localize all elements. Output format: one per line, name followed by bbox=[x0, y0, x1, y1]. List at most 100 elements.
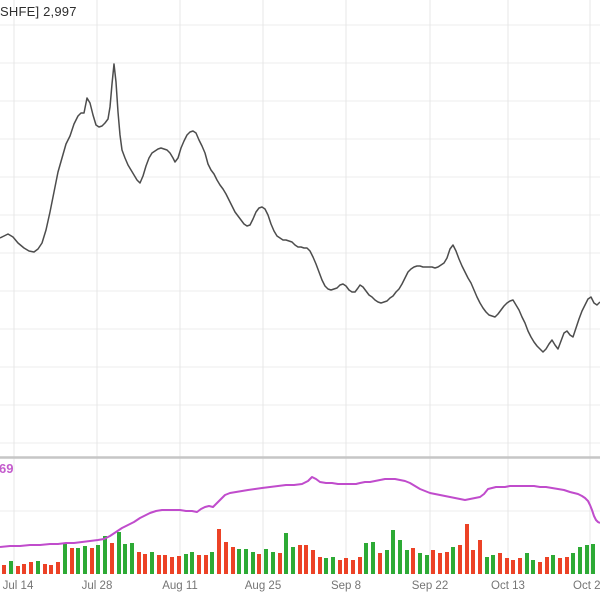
volume-bar-down bbox=[558, 558, 562, 574]
volume-bar-down bbox=[43, 564, 47, 574]
volume-bar-down bbox=[318, 557, 322, 574]
x-axis-label: Sep 22 bbox=[412, 580, 448, 592]
volume-bar-up bbox=[451, 547, 455, 574]
volume-bar-down bbox=[298, 545, 302, 574]
volume-bar-down bbox=[478, 540, 482, 574]
volume-bar-up bbox=[190, 552, 194, 574]
volume-bar-up bbox=[485, 557, 489, 574]
volume-bar-down bbox=[344, 558, 348, 574]
volume-bar-up bbox=[63, 544, 67, 574]
x-axis-label: Jul 14 bbox=[3, 580, 34, 592]
volume-bar-up bbox=[585, 545, 589, 574]
volume-bar-down bbox=[445, 552, 449, 574]
volume-bar-up bbox=[237, 549, 241, 574]
volume-bar-down bbox=[538, 562, 542, 574]
volume-bar-down bbox=[29, 562, 33, 574]
volume-bar-up bbox=[324, 558, 328, 574]
volume-bar-up bbox=[398, 540, 402, 574]
volume-bar-down bbox=[311, 550, 315, 574]
volume-bar-up bbox=[578, 547, 582, 574]
volume-bar-down bbox=[163, 555, 167, 574]
volume-bar-down bbox=[16, 566, 20, 574]
volume-bar-up bbox=[251, 552, 255, 574]
volume-bar-up bbox=[291, 547, 295, 574]
volume-bar-down bbox=[90, 548, 94, 574]
volume-bar-down bbox=[351, 560, 355, 574]
volume-bar-up bbox=[551, 555, 555, 574]
volume-bar-up bbox=[385, 550, 389, 574]
volume-bar-up bbox=[76, 548, 80, 574]
volume-bar-down bbox=[278, 553, 282, 574]
volume-bar-down bbox=[170, 557, 174, 574]
volume-bar-up bbox=[103, 536, 107, 574]
volume-bar-down bbox=[110, 543, 114, 574]
volume-bar-up bbox=[591, 544, 595, 574]
volume-bar-up bbox=[571, 553, 575, 574]
volume-bar-down bbox=[49, 565, 53, 574]
volume-bar-down bbox=[217, 529, 221, 574]
volume-bar-down bbox=[157, 555, 161, 574]
volume-bar-down bbox=[545, 557, 549, 574]
volume-bar-up bbox=[117, 532, 121, 574]
volume-bar-down bbox=[2, 565, 6, 574]
volume-bar-down bbox=[465, 524, 469, 574]
volume-bar-up bbox=[36, 561, 40, 574]
open-interest-value-label: 69 bbox=[0, 461, 14, 476]
volume-bar-down bbox=[518, 558, 522, 574]
volume-bar-down bbox=[438, 553, 442, 574]
volume-bar-down bbox=[378, 553, 382, 574]
x-axis-label: Jul 28 bbox=[82, 580, 113, 592]
volume-bar-down bbox=[143, 554, 147, 574]
volume-bar-down bbox=[471, 550, 475, 574]
x-axis-label: Oct 13 bbox=[491, 580, 525, 592]
volume-bar-down bbox=[338, 560, 342, 574]
volume-bar-down bbox=[231, 547, 235, 574]
volume-bar-up bbox=[491, 555, 495, 574]
volume-bar-up bbox=[331, 557, 335, 574]
symbol-price-label: SHFE] 2,997 bbox=[0, 4, 77, 19]
volume-bar-up bbox=[418, 553, 422, 574]
volume-bar-up bbox=[150, 552, 154, 574]
volume-bar-up bbox=[405, 550, 409, 574]
volume-bar-up bbox=[123, 544, 127, 574]
volume-bar-down bbox=[411, 548, 415, 574]
volume-bar-up bbox=[184, 554, 188, 574]
volume-bar-up bbox=[364, 543, 368, 574]
volume-bar-down bbox=[498, 553, 502, 574]
volume-bar-up bbox=[425, 555, 429, 574]
volume-bar-up bbox=[130, 543, 134, 574]
volume-bar-down bbox=[70, 548, 74, 574]
volume-bar-down bbox=[458, 545, 462, 574]
volume-bar-down bbox=[204, 555, 208, 574]
x-axis-label: Aug 25 bbox=[245, 580, 281, 592]
volume-bar-up bbox=[284, 533, 288, 574]
volume-bar-down bbox=[197, 555, 201, 574]
volume-bar-down bbox=[56, 562, 60, 574]
volume-bar-down bbox=[511, 560, 515, 574]
volume-bar-up bbox=[83, 546, 87, 574]
volume-bar-down bbox=[358, 557, 362, 574]
volume-bar-up bbox=[9, 561, 13, 574]
volume-bar-down bbox=[304, 545, 308, 574]
x-axis-label: Sep 8 bbox=[331, 580, 361, 592]
volume-bar-up bbox=[525, 553, 529, 574]
volume-bar-down bbox=[177, 556, 181, 574]
volume-bar-up bbox=[210, 552, 214, 574]
price-line bbox=[0, 63, 600, 353]
volume-bar-up bbox=[96, 545, 100, 574]
volume-bar-down bbox=[22, 564, 26, 574]
x-axis-label: Aug 11 bbox=[162, 580, 198, 592]
x-axis-label: Oct 27 bbox=[573, 580, 600, 592]
volume-bar-down bbox=[505, 558, 509, 574]
volume-bar-down bbox=[257, 554, 261, 574]
volume-bar-down bbox=[565, 557, 569, 574]
volume-bar-down bbox=[431, 550, 435, 574]
volume-bar-up bbox=[531, 560, 535, 574]
volume-bar-up bbox=[264, 549, 268, 574]
volume-bar-up bbox=[391, 530, 395, 574]
volume-bar-up bbox=[244, 549, 248, 574]
volume-bar-down bbox=[137, 552, 141, 574]
volume-bar-up bbox=[271, 552, 275, 574]
